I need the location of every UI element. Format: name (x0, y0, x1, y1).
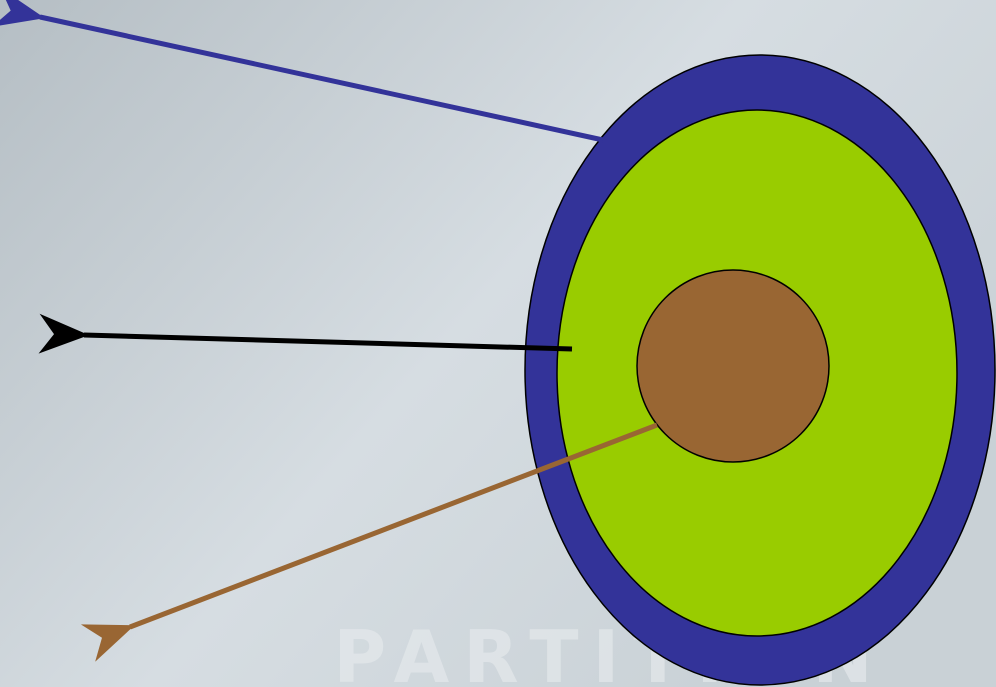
core (637, 270, 829, 462)
diagram: PARTITION (0, 0, 996, 687)
page: PARTITION (() => { const data = JSON.par… (0, 0, 996, 687)
